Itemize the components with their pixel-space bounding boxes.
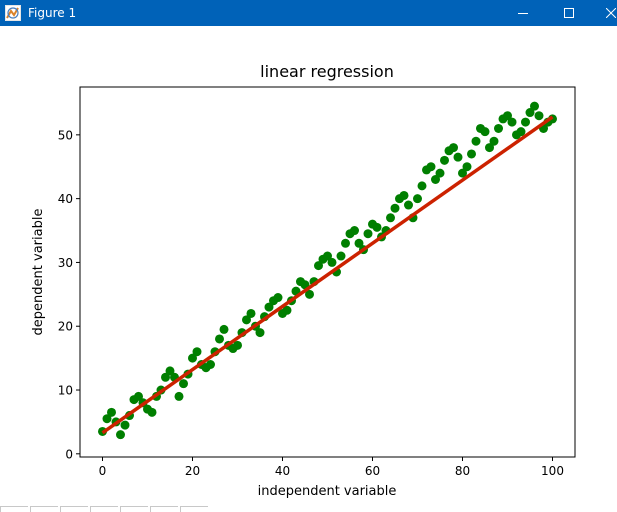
scatter-point	[467, 149, 476, 159]
scatter-point	[534, 111, 544, 121]
scatter-point	[188, 353, 197, 363]
scatter-point	[246, 308, 256, 318]
scatter-point	[341, 238, 350, 248]
scatter-point	[435, 168, 445, 178]
scatter-point	[215, 334, 224, 344]
scatter-point	[174, 391, 184, 401]
scatter-point	[489, 136, 499, 146]
scatter-point	[120, 420, 130, 430]
scatter-point	[372, 222, 382, 232]
scatter-point	[233, 340, 242, 350]
scatter-point	[413, 194, 422, 204]
scatter-point	[507, 117, 517, 127]
window-title: Figure 1	[28, 6, 77, 20]
scatter-point	[282, 305, 292, 315]
maximize-button[interactable]	[546, 0, 592, 26]
window-titlebar[interactable]: Figure 1	[0, 0, 617, 26]
axes-frame	[79, 86, 576, 458]
scatter-point	[516, 127, 526, 137]
scatter-point	[440, 155, 449, 165]
toolbar-button[interactable]	[90, 506, 118, 512]
scatter-point	[255, 328, 265, 338]
scatter-point	[161, 372, 170, 382]
scatter-point	[462, 162, 472, 172]
scatter-point	[453, 152, 463, 162]
scatter-point	[471, 136, 481, 146]
scatter-point	[264, 302, 274, 312]
x-tick-label: 20	[185, 464, 200, 478]
close-button[interactable]	[592, 0, 617, 26]
toolbar-button[interactable]	[0, 506, 28, 512]
scatter-point	[102, 414, 112, 424]
y-tick-label: 10	[58, 384, 73, 398]
scatter-point	[179, 379, 188, 389]
scatter-point	[485, 143, 494, 153]
x-axis-label: independent variable	[258, 484, 397, 499]
scatter-point	[323, 251, 332, 261]
matplotlib-figure-icon	[5, 5, 21, 21]
scatter-point	[107, 407, 116, 417]
x-axis: 0 20 40 60 80 100	[99, 457, 564, 478]
scatter-point	[327, 257, 337, 267]
scatter-point	[134, 391, 143, 401]
scatter-point	[116, 430, 125, 440]
figure-canvas: linear regression 0 20 40 60 80 100 0 10 20 30 40…	[31, 62, 576, 499]
scatter-point	[354, 238, 364, 248]
scatter-point	[525, 108, 535, 118]
plot-marks	[98, 101, 557, 440]
scatter-point	[206, 360, 215, 369]
scatter-point	[404, 200, 413, 210]
scatter-point	[431, 175, 440, 184]
minimize-icon	[518, 13, 528, 14]
close-icon	[606, 8, 616, 18]
scatter-point	[494, 123, 503, 133]
scatter-point	[273, 293, 283, 303]
scatter-point	[530, 101, 539, 111]
x-tick-label: 40	[275, 464, 290, 478]
scatter-point	[165, 366, 175, 376]
scatter-point	[480, 127, 490, 137]
scatter-point	[147, 407, 157, 417]
scatter-point	[449, 143, 458, 153]
scatter-point	[390, 203, 400, 213]
toolbar-button[interactable]	[180, 506, 208, 512]
minimize-button[interactable]	[500, 0, 546, 26]
scatter-point	[242, 315, 251, 325]
y-tick-label: 0	[65, 447, 73, 461]
scatter-point	[314, 261, 323, 271]
scatter-point	[363, 229, 373, 239]
x-tick-label: 60	[365, 464, 380, 478]
y-axis-label: dependent variable	[31, 209, 46, 336]
toolbar-button[interactable]	[60, 506, 88, 512]
scatter-point	[521, 117, 530, 127]
scatter-point	[336, 251, 346, 261]
toolbar-button[interactable]	[150, 506, 178, 512]
scatter-point	[426, 162, 436, 172]
y-tick-label: 50	[58, 128, 73, 142]
maximize-icon	[564, 8, 574, 18]
scatter-point	[399, 190, 409, 200]
toolbar-button[interactable]	[30, 506, 58, 512]
x-tick-label: 0	[99, 464, 107, 478]
y-tick-label: 20	[58, 320, 73, 334]
scatter-point	[192, 347, 202, 357]
x-tick-label: 100	[541, 464, 564, 478]
scatter-point	[503, 111, 512, 121]
regression-line	[101, 115, 554, 435]
y-tick-label: 40	[58, 192, 73, 206]
scatter-point	[417, 181, 427, 191]
y-tick-label: 30	[58, 256, 73, 270]
scatter-point	[458, 168, 467, 178]
toolbar-button[interactable]	[120, 506, 148, 512]
y-axis: 0 10 20 30 40 50	[58, 128, 80, 461]
scatter-point	[350, 226, 359, 236]
scatter-point	[305, 289, 314, 299]
scatter-point	[386, 213, 395, 223]
chart-title: linear regression	[260, 62, 394, 81]
x-tick-label: 80	[455, 464, 470, 478]
scatter-point	[219, 324, 229, 334]
